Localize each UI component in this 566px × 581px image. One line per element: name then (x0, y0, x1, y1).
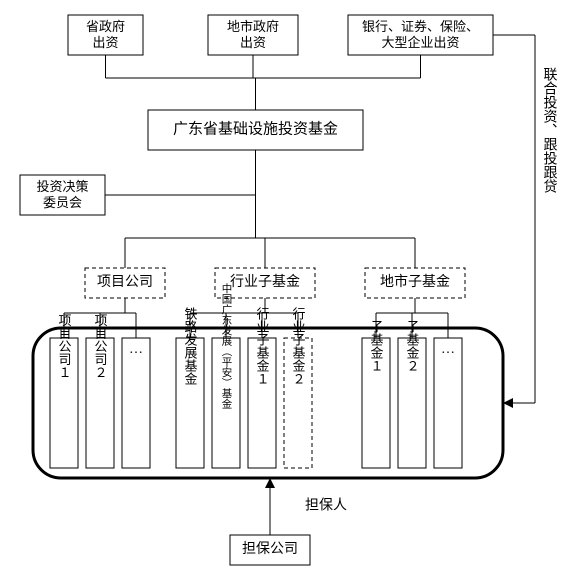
mid1-label: 项目公司 (97, 275, 153, 290)
mid3-label: 地市子基金 (380, 273, 450, 290)
top3-l2: 大型企业出资 (381, 35, 459, 50)
b2-label: 项目公司２ (93, 314, 108, 379)
b10-label: … (441, 342, 455, 357)
right-line-label: 联合投资、跟投跟贷 (542, 67, 558, 193)
committee-l2: 委员会 (43, 195, 82, 210)
b6-label: 行业子基金１ (255, 307, 270, 385)
guarantor-label: 担保公司 (242, 541, 298, 557)
mid2-label: 行业子基金 (230, 273, 300, 290)
top3-l1: 银行、证券、保险、 (362, 19, 479, 34)
b3-label: … (129, 342, 143, 357)
b9-label: 子基金２ (405, 320, 420, 372)
b4-label: 铁路发展基金 (183, 307, 198, 385)
top1-l1: 省政府 (86, 19, 125, 34)
b10 (434, 338, 462, 468)
top2-l2: 出资 (240, 35, 266, 50)
b8-label: 子基金１ (369, 320, 384, 372)
org-flowchart: 省政府出资地市政府出资银行、证券、保险、大型企业出资广东省基础设施投资基金投资决… (0, 0, 566, 581)
top1-l2: 出资 (92, 35, 118, 50)
main-fund-label: 广东省基础设施投资基金 (173, 120, 338, 137)
b1-label: 项目公司１ (57, 314, 72, 379)
b5-label: 中国广东发展（平安）基金 (221, 282, 232, 409)
guarantor-person-label: 担保人 (305, 498, 347, 514)
top2-l1: 地市政府 (227, 19, 279, 34)
b3 (122, 338, 150, 468)
b7-label: 行业子基金２ (291, 307, 306, 385)
committee-l1: 投资决策 (36, 179, 88, 194)
